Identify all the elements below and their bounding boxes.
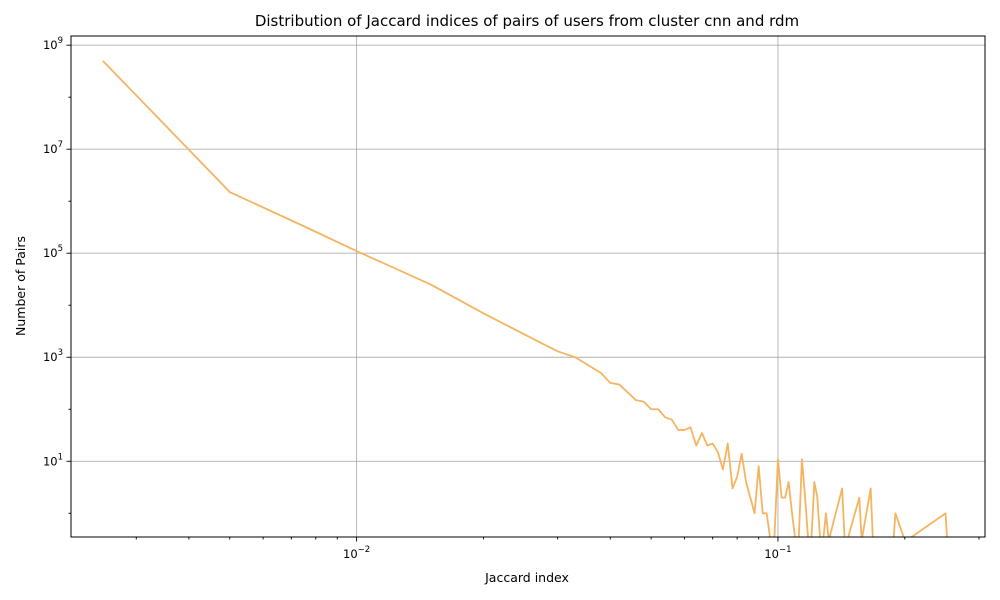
grid-lines <box>71 36 985 537</box>
x-tick-label: 10−2 <box>343 545 370 561</box>
x-tick-label: 10−1 <box>764 545 791 561</box>
y-tick-label: 101 <box>43 452 63 468</box>
plot-frame <box>70 35 986 538</box>
y-tick-label: 103 <box>43 348 63 364</box>
y-tick-label: 105 <box>43 244 63 260</box>
y-axis-label: Number of Pairs <box>13 236 28 336</box>
y-tick-label: 109 <box>43 36 63 52</box>
chart-title: Distribution of Jaccard indices of pairs… <box>255 12 799 30</box>
y-tick-label: 107 <box>43 140 63 156</box>
tick-marks: 10−2 10−1 101 103 105 107 109 <box>43 36 980 561</box>
x-axis-label: Jaccard index <box>484 570 569 585</box>
series-line <box>102 60 948 537</box>
